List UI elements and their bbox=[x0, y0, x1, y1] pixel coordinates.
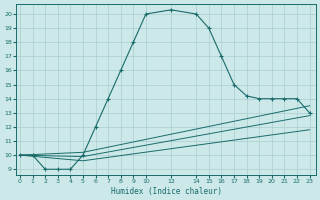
X-axis label: Humidex (Indice chaleur): Humidex (Indice chaleur) bbox=[110, 187, 221, 196]
